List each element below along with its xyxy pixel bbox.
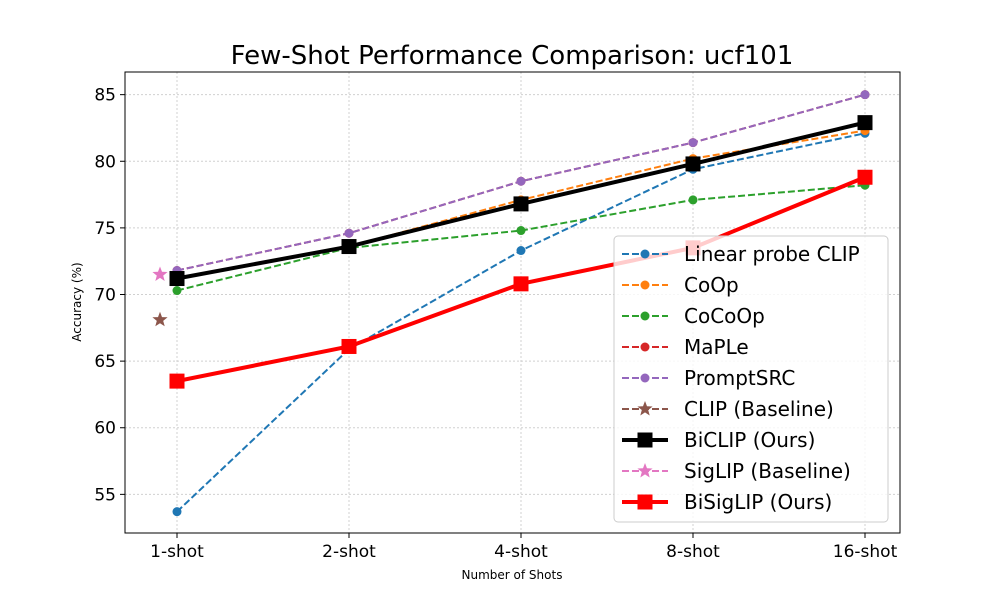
legend-label: BiSigLIP (Ours) xyxy=(684,490,832,514)
data-point xyxy=(516,226,526,236)
y-tick-label: 85 xyxy=(94,86,116,106)
y-tick-label: 70 xyxy=(94,286,116,306)
y-tick-label: 75 xyxy=(94,219,116,239)
x-tick-label: 2-shot xyxy=(322,542,376,562)
legend-label: CoCoOp xyxy=(684,304,765,328)
legend-label: Linear probe CLIP xyxy=(684,242,860,266)
legend-label: BiCLIP (Ours) xyxy=(684,428,815,452)
data-point xyxy=(516,246,526,256)
data-point xyxy=(637,401,653,416)
data-point xyxy=(637,432,653,448)
data-point xyxy=(152,311,168,327)
legend-item: Linear probe CLIP xyxy=(622,242,860,266)
legend-item: CoOp xyxy=(622,273,739,297)
series-siglip-baseline- xyxy=(152,266,168,281)
y-tick-label: 60 xyxy=(94,419,116,439)
data-point xyxy=(513,276,529,292)
data-point xyxy=(640,249,650,259)
data-point xyxy=(640,342,650,352)
x-axis-label: Number of Shots xyxy=(462,568,563,582)
x-tick-label: 1-shot xyxy=(150,542,204,562)
y-axis-label: Accuracy (%) xyxy=(70,262,84,341)
y-tick-label: 80 xyxy=(94,152,116,172)
data-point xyxy=(640,311,650,321)
data-point xyxy=(857,115,873,131)
series-clip-baseline- xyxy=(152,311,168,327)
legend-box xyxy=(613,235,889,523)
data-point xyxy=(860,90,870,100)
data-point xyxy=(169,373,185,389)
legend-label: MaPLe xyxy=(684,335,749,359)
data-point xyxy=(169,271,185,287)
legend-label: CLIP (Baseline) xyxy=(684,397,834,421)
data-point xyxy=(637,494,653,510)
series-bisiglip-ours- xyxy=(169,169,873,389)
data-point xyxy=(341,338,357,354)
data-point xyxy=(857,169,873,185)
legend-item: SigLIP (Baseline) xyxy=(622,459,851,483)
legend-item: BiSigLIP (Ours) xyxy=(622,490,832,514)
y-tick-label: 65 xyxy=(94,352,116,372)
legend-item: PromptSRC xyxy=(622,366,795,390)
legend-item: CLIP (Baseline) xyxy=(622,397,834,421)
legend-item: BiCLIP (Ours) xyxy=(622,428,815,452)
x-tick-label: 8-shot xyxy=(666,542,720,562)
data-point xyxy=(640,280,650,290)
series-biclip-ours- xyxy=(169,115,873,287)
plot-frame xyxy=(124,71,901,534)
data-point xyxy=(172,507,182,517)
legend-label: SigLIP (Baseline) xyxy=(684,459,851,483)
data-point xyxy=(516,176,526,186)
y-tick-label: 55 xyxy=(94,485,116,505)
data-point xyxy=(688,138,698,148)
data-point xyxy=(513,196,529,212)
chart-title: Few-Shot Performance Comparison: ucf101 xyxy=(231,41,794,71)
data-point xyxy=(640,373,650,383)
data-point xyxy=(172,286,182,296)
data-point xyxy=(341,239,357,255)
x-tick-label: 16-shot xyxy=(833,542,898,562)
x-tick-label: 4-shot xyxy=(494,542,548,562)
legend-label: CoOp xyxy=(684,273,739,297)
data-point xyxy=(685,156,701,172)
data-point xyxy=(688,195,698,205)
data-point xyxy=(344,228,354,238)
data-point xyxy=(152,266,168,281)
legend-label: PromptSRC xyxy=(684,366,795,390)
legend-item: MaPLe xyxy=(622,335,749,359)
data-point xyxy=(637,463,653,478)
legend-item: CoCoOp xyxy=(622,304,765,328)
